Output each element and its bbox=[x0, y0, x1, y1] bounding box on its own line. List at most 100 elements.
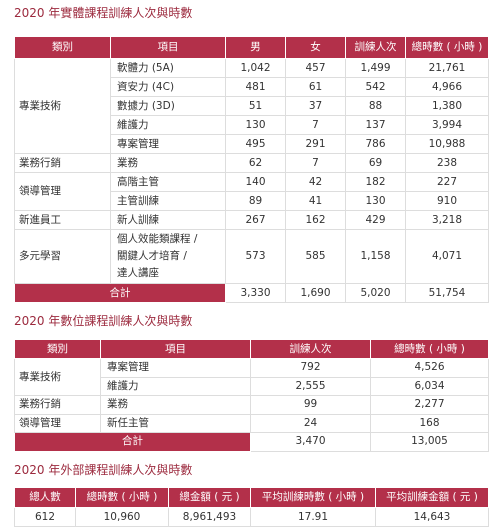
value-cell: 17.91 bbox=[250, 507, 376, 527]
value-cell: 89 bbox=[225, 191, 286, 211]
item-cell: 新人訓練 bbox=[110, 210, 226, 230]
header-cell: 總金額 ( 元 ) bbox=[168, 487, 251, 508]
value-cell: 14,643 bbox=[375, 507, 489, 527]
category-cell: 領導管理 bbox=[14, 413, 101, 433]
item-cell: 高階主管 bbox=[110, 172, 226, 192]
value-cell: 61 bbox=[285, 77, 346, 97]
value-cell: 41 bbox=[285, 191, 346, 211]
category-cell: 領導管理 bbox=[14, 172, 111, 211]
category-cell: 多元學習 bbox=[14, 229, 111, 284]
value-cell: 51 bbox=[225, 96, 286, 116]
value-cell: 1,042 bbox=[225, 58, 286, 78]
header-cell: 男 bbox=[225, 36, 286, 59]
data-row: 多元學習 個人效能類課程 / 關鍵人才培育 / 達人講座 573 585 1,158 4,… bbox=[14, 229, 489, 284]
item-cell: 主管訓練 bbox=[110, 191, 226, 211]
value-cell: 3,218 bbox=[405, 210, 489, 230]
data-row: 領導管理 高階主管 140 42 182 227 bbox=[14, 172, 489, 211]
data-row: 業務行銷 業務 99 2,277 bbox=[14, 395, 489, 415]
item-cell: 新任主管 bbox=[100, 413, 251, 433]
header-cell: 平均訓練金額 ( 元 ) bbox=[375, 487, 489, 508]
data-row: 主管訓練 89 41 130 910 bbox=[15, 191, 489, 211]
item-cell: 業務 bbox=[100, 395, 251, 415]
value-cell: 24 bbox=[250, 413, 371, 433]
value-cell: 4,966 bbox=[405, 77, 489, 97]
total-value: 13,005 bbox=[370, 432, 489, 452]
item-cell: 專案管理 bbox=[100, 358, 251, 378]
item-cell: 業務 bbox=[110, 153, 226, 173]
category-cell: 專業技術 bbox=[14, 358, 101, 396]
header-cell: 平均訓練時數 ( 小時 ) bbox=[250, 487, 376, 508]
value-cell: 6,034 bbox=[370, 376, 489, 396]
item-cell: 個人效能類課程 / 關鍵人才培育 / 達人講座 bbox=[110, 229, 226, 284]
value-cell: 182 bbox=[345, 172, 406, 192]
header-row: 類別 項目男女訓練人次 總時數 ( 小時 ) bbox=[14, 36, 489, 59]
total-value: 3,330 bbox=[225, 283, 286, 303]
value-cell: 69 bbox=[345, 153, 406, 173]
value-cell: 495 bbox=[225, 134, 286, 154]
section-title: 2020 年外部課程訓練人次與時數 bbox=[14, 463, 193, 477]
value-cell: 10,960 bbox=[75, 507, 169, 527]
value-cell: 786 bbox=[345, 134, 406, 154]
total-row: 合計 3,330 1,690 5,020 51,754 bbox=[14, 283, 489, 303]
header-cell: 總時數 ( 小時 ) bbox=[75, 487, 169, 508]
value-cell: 62 bbox=[225, 153, 286, 173]
value-cell: 21,761 bbox=[405, 58, 489, 78]
data-row: 專案管理 495 291 786 10,988 bbox=[15, 134, 489, 154]
value-cell: 4,071 bbox=[405, 229, 489, 284]
header-cell: 總時數 ( 小時 ) bbox=[370, 339, 489, 359]
value-cell: 8,961,493 bbox=[168, 507, 251, 527]
data-row: 資安力 (4C) 481 61 542 4,966 bbox=[15, 77, 489, 97]
value-cell: 542 bbox=[345, 77, 406, 97]
data-row: 612 10,960 8,961,493 17.91 14,643 bbox=[14, 507, 489, 527]
value-cell: 429 bbox=[345, 210, 406, 230]
value-cell: 88 bbox=[345, 96, 406, 116]
total-row: 合計 3,470 13,005 bbox=[14, 432, 489, 452]
total-value: 1,690 bbox=[285, 283, 346, 303]
value-cell: 7 bbox=[285, 153, 346, 173]
value-cell: 7 bbox=[285, 115, 346, 135]
value-cell: 612 bbox=[14, 507, 76, 527]
data-row: 業務行銷 業務 62 7 69 238 bbox=[14, 153, 489, 173]
value-cell: 910 bbox=[405, 191, 489, 211]
category-cell: 新進員工 bbox=[14, 210, 111, 230]
section-title: 2020 年實體課程訓練人次與時數 bbox=[14, 6, 193, 20]
value-cell: 2,555 bbox=[250, 376, 371, 396]
data-row: 專業技術 專案管理 792 4,526 bbox=[14, 358, 489, 396]
value-cell: 238 bbox=[405, 153, 489, 173]
value-cell: 1,158 bbox=[345, 229, 406, 284]
value-cell: 792 bbox=[250, 358, 371, 378]
data-table: 類別 項目男女訓練人次 總時數 ( 小時 ) 專業技術 軟體力 (5A) 1,042 457… bbox=[14, 36, 489, 303]
header-cell: 項目 bbox=[110, 36, 226, 59]
data-table: 類別 項目 訓練人次 總時數 ( 小時 ) 專業技術 專案管理 792 4,526 維護力 2,5… bbox=[14, 339, 489, 452]
value-cell: 457 bbox=[285, 58, 346, 78]
header-cell: 總人數 bbox=[14, 487, 76, 508]
header-row: 類別 項目 訓練人次 總時數 ( 小時 ) bbox=[14, 339, 489, 359]
value-cell: 130 bbox=[225, 115, 286, 135]
value-cell: 1,380 bbox=[405, 96, 489, 116]
header-cell: 類別 bbox=[14, 36, 111, 59]
data-row: 領導管理 新任主管 24 168 bbox=[14, 413, 489, 433]
value-cell: 137 bbox=[345, 115, 406, 135]
data-row: 新進員工 新人訓練 267 162 429 3,218 bbox=[14, 210, 489, 230]
value-cell: 291 bbox=[285, 134, 346, 154]
value-cell: 10,988 bbox=[405, 134, 489, 154]
value-cell: 99 bbox=[250, 395, 371, 415]
value-cell: 573 bbox=[225, 229, 286, 284]
value-cell: 168 bbox=[370, 413, 489, 433]
item-cell: 資安力 (4C) bbox=[110, 77, 226, 97]
data-row: 數據力 (3D) 51 37 88 1,380 bbox=[15, 96, 489, 116]
header-cell: 項目 bbox=[100, 339, 251, 359]
value-cell: 140 bbox=[225, 172, 286, 192]
total-value: 51,754 bbox=[405, 283, 489, 303]
section-title: 2020 年數位課程訓練人次與時數 bbox=[14, 314, 193, 328]
value-cell: 42 bbox=[285, 172, 346, 192]
item-cell: 軟體力 (5A) bbox=[110, 58, 226, 78]
header-cell: 訓練人次 bbox=[250, 339, 371, 359]
value-cell: 585 bbox=[285, 229, 346, 284]
category-cell: 業務行銷 bbox=[14, 395, 101, 415]
value-cell: 3,994 bbox=[405, 115, 489, 135]
value-cell: 37 bbox=[285, 96, 346, 116]
value-cell: 267 bbox=[225, 210, 286, 230]
header-cell: 女 bbox=[285, 36, 346, 59]
